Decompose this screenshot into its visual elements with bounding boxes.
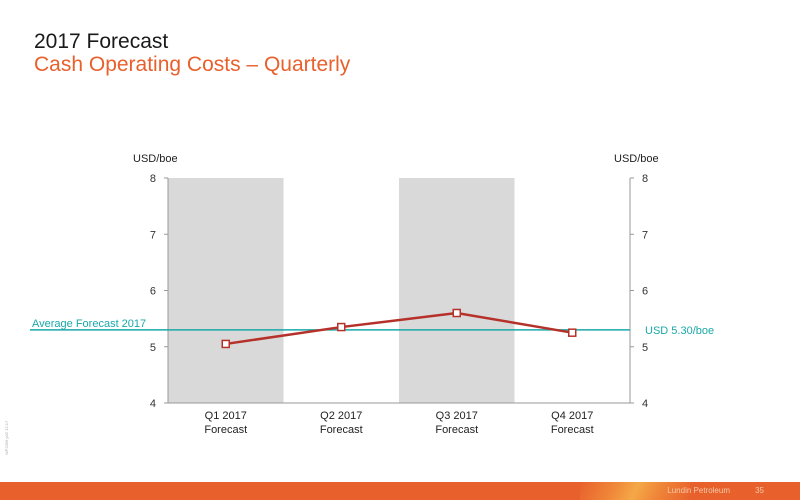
cash-operating-costs-chart: 4 4 5 5 6 6 7 7 8 8 USD/boe USD/boe Q1 2017 Forecast Q… <box>30 153 714 436</box>
y-tick-label-right: 8 <box>642 173 648 185</box>
page-subtitle: Cash Operating Costs – Quarterly <box>34 53 351 76</box>
y-tick-label-right: 5 <box>642 342 648 354</box>
data-point-q2 <box>337 322 346 332</box>
footer-bar <box>0 482 800 500</box>
footer-decoration <box>580 482 690 500</box>
average-value-label: USD 5.30/boe <box>645 325 714 337</box>
shaded-band-3 <box>399 178 515 403</box>
y-axis-label-right: USD/boe <box>614 153 659 165</box>
footer-page-number: 35 <box>755 486 764 495</box>
y-tick-label-left: 8 <box>150 173 156 185</box>
x-tick-label: Q2 2017 <box>320 410 362 422</box>
x-tick-label: Q4 2017 <box>551 410 593 422</box>
average-forecast-label: Average Forecast 2017 <box>32 318 146 330</box>
x-tick-label: Q1 2017 <box>205 410 247 422</box>
y-tick-label-right: 7 <box>642 229 648 241</box>
y-tick-label-right: 4 <box>642 398 648 410</box>
y-tick-label-left: 6 <box>150 286 156 298</box>
x-tick-label: Forecast <box>320 424 363 436</box>
document-code: WP2356 p02 12.17 <box>4 420 9 455</box>
x-tick-label: Forecast <box>435 424 478 436</box>
data-point-q3 <box>452 308 461 318</box>
data-point-q1 <box>221 339 230 349</box>
footer-company-name: Lundin Petroleum <box>667 486 730 495</box>
series-line-1 <box>225 311 573 346</box>
y-tick-label-left: 5 <box>150 342 156 354</box>
data-point-q4 <box>568 328 577 337</box>
y-axis-label-left: USD/boe <box>133 153 178 165</box>
y-tick-label-right: 6 <box>642 286 648 298</box>
page-title: 2017 Forecast <box>34 30 169 53</box>
x-tick-label: Forecast <box>204 424 247 436</box>
shaded-band-1 <box>168 178 284 403</box>
y-tick-label-left: 7 <box>150 229 156 241</box>
x-tick-label: Q3 2017 <box>436 410 478 422</box>
x-tick-label: Forecast <box>551 424 594 436</box>
y-tick-label-left: 4 <box>150 398 156 410</box>
